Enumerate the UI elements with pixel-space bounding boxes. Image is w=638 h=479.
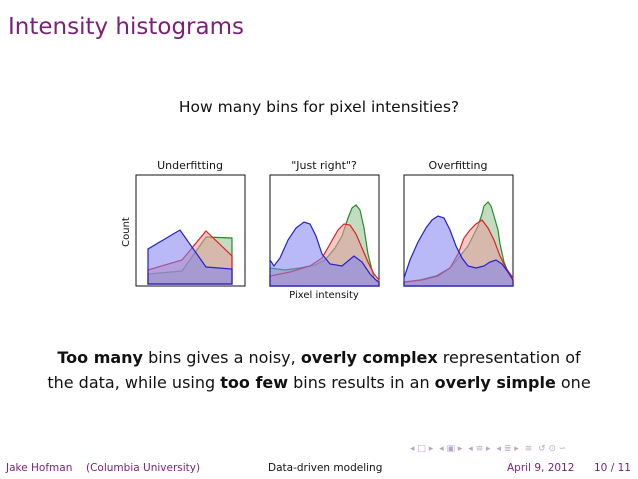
footer-author: Jake Hofman xyxy=(6,462,73,474)
caption-text: the data, while using xyxy=(47,373,221,392)
nav-slide-icon[interactable]: ◂ □ ▸ xyxy=(410,444,434,454)
caption-line-1: Too many bins gives a noisy, overly comp… xyxy=(0,345,638,370)
caption-emphasis: too few xyxy=(220,373,289,392)
caption-line-2: the data, while using too few bins resul… xyxy=(0,370,638,395)
caption-emphasis: Too many xyxy=(57,348,143,367)
footer-short-title: Data-driven modeling xyxy=(268,462,383,474)
slide-question: How many bins for pixel intensities? xyxy=(178,98,460,116)
nav-search-icon[interactable]: ↺ ⊙ ∽ xyxy=(538,444,567,454)
caption-text: bins results in an xyxy=(288,373,435,392)
nav-frame-icon[interactable]: ◂ ▣ ▸ xyxy=(439,444,463,454)
blue-series-area xyxy=(269,221,380,287)
beamer-navigation-bar: ◂ □ ▸ ◂ ▣ ▸ ◂ ≡ ▸ ◂ ≣ ▸ ≡ ↺ ⊙ ∽ xyxy=(410,444,630,458)
footer-institution: (Columbia University) xyxy=(86,462,201,474)
nav-toc-icon[interactable]: ≡ xyxy=(524,444,533,454)
panel-overfitting xyxy=(403,174,514,287)
slide-title: Intensity histograms xyxy=(8,14,244,40)
x-axis-label: Pixel intensity xyxy=(289,290,359,301)
panel-title-overfitting: Overfitting xyxy=(428,159,487,172)
caption-emphasis: overly complex xyxy=(300,348,438,367)
nav-subsection-icon[interactable]: ◂ ≡ ▸ xyxy=(468,444,491,454)
slide-footer: Jake Hofman (Columbia University) Data-d… xyxy=(0,462,638,478)
caption-text: representation of xyxy=(437,348,581,367)
blue-series-area xyxy=(403,215,514,287)
y-axis-label: Count xyxy=(121,217,132,247)
slide-caption: Too many bins gives a noisy, overly comp… xyxy=(0,345,638,395)
panel-underfitting xyxy=(135,174,246,287)
histogram-figure: Underfitting "Just right"? Overfitting C… xyxy=(121,159,514,301)
caption-text: one xyxy=(555,373,591,392)
blue-series-area xyxy=(147,229,233,285)
caption-emphasis: overly simple xyxy=(434,373,556,392)
footer-date: April 9, 2012 xyxy=(507,462,575,474)
panel-title-underfitting: Underfitting xyxy=(157,159,223,172)
panel-just-right xyxy=(269,174,380,287)
nav-section-icon[interactable]: ◂ ≣ ▸ xyxy=(496,444,519,454)
footer-page-number: 10 / 11 xyxy=(594,462,631,474)
caption-text: bins gives a noisy, xyxy=(142,348,301,367)
panel-title-just-right: "Just right"? xyxy=(291,159,357,172)
